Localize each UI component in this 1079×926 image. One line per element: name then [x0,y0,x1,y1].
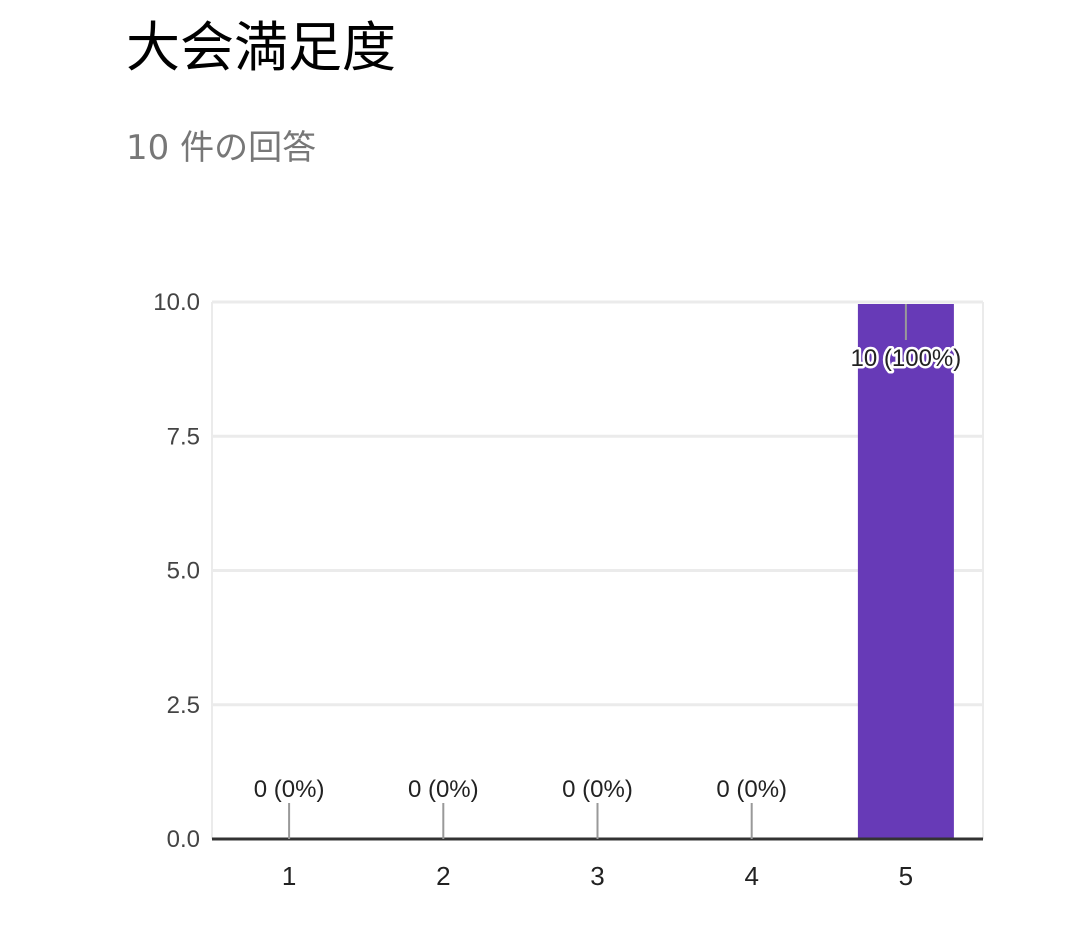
x-tick-label: 1 [282,861,296,891]
chart-title: 大会満足度 [126,16,396,79]
y-tick-label: 7.5 [167,423,200,450]
data-label: 0 (0%) [408,776,479,803]
bar [857,304,954,839]
bars [857,304,954,839]
response-count: 10 件の回答 [126,128,317,168]
data-label: 10 (100%) [851,345,962,372]
data-label: 0 (0%) [562,776,633,803]
data-labels: 0 (0%) 0 (0%) 0 (0%) 0 (0%) 10 (100%) [254,304,964,839]
x-tick-label: 2 [436,861,450,891]
x-tick-label: 3 [590,861,604,891]
y-axis-ticks: 0.0 2.5 5.0 7.5 10.0 [153,289,200,853]
y-tick-label: 10.0 [153,289,200,316]
y-tick-label: 5.0 [167,558,200,585]
x-tick-label: 4 [744,861,758,891]
x-axis-ticks: 1 2 3 4 5 [212,837,983,891]
y-tick-label: 2.5 [167,692,200,719]
y-tick-label: 0.0 [167,826,200,853]
data-label: 0 (0%) [716,776,787,803]
data-label: 0 (0%) [254,776,325,803]
x-tick-label: 5 [899,861,913,891]
gridlines [211,300,984,839]
